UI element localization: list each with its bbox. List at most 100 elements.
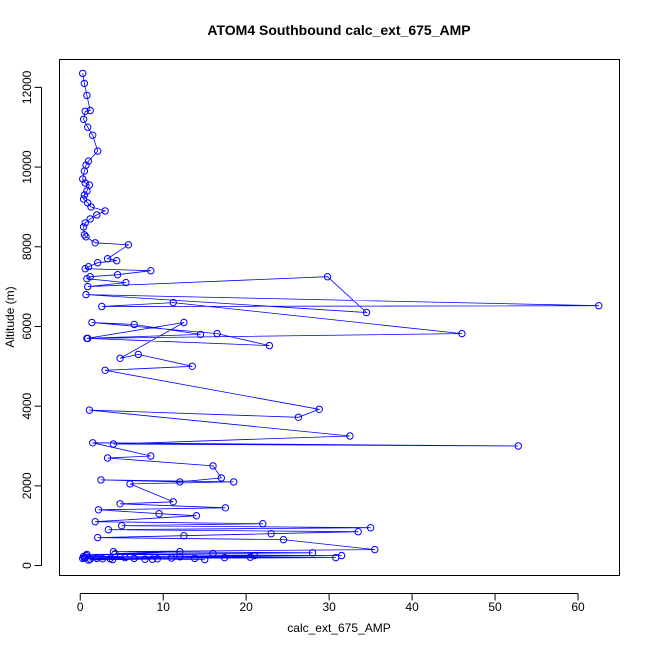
data-point — [209, 549, 217, 558]
y-axis: 0 2000 4000 6000 8000 10000 12000 — [20, 70, 42, 569]
data-point — [86, 106, 94, 115]
x-tick-label: 20 — [239, 600, 253, 614]
data-point — [167, 554, 176, 562]
data-point — [118, 522, 126, 530]
data-point — [98, 555, 107, 563]
data-point — [83, 275, 91, 283]
x-tick-label: 60 — [571, 600, 585, 614]
data-point — [94, 259, 102, 267]
data-point — [97, 476, 105, 484]
x-axis-label: calc_ext_675_AMP — [287, 621, 390, 635]
data-point — [176, 547, 184, 556]
data-point — [82, 551, 90, 560]
plot-frame — [59, 59, 620, 576]
data-point — [220, 553, 229, 562]
data-point — [98, 302, 106, 311]
data-point — [85, 406, 94, 414]
data-point — [111, 549, 119, 558]
data-point — [221, 504, 230, 512]
data-point — [130, 320, 138, 329]
data-point — [294, 413, 303, 421]
data-point — [514, 442, 522, 450]
data-point — [80, 191, 89, 199]
data-point — [259, 520, 267, 528]
data-point — [85, 181, 94, 189]
data-point — [84, 123, 92, 131]
data-point — [180, 318, 188, 327]
data-point — [209, 462, 217, 470]
data-point — [315, 405, 323, 413]
data-point — [366, 524, 375, 532]
data-point — [79, 115, 88, 124]
data-point — [86, 215, 94, 223]
data-point — [116, 500, 124, 508]
data-point — [108, 555, 117, 564]
data-point — [94, 506, 103, 514]
data-point — [196, 330, 205, 339]
data-point — [458, 329, 466, 338]
data-point — [104, 526, 113, 534]
data-point — [81, 107, 89, 116]
data-point — [323, 273, 332, 281]
data-point — [176, 553, 184, 561]
plot-area — [79, 69, 603, 564]
data-point — [180, 532, 188, 540]
y-tick-label: 6000 — [20, 313, 34, 340]
data-point — [230, 478, 238, 486]
data-point — [103, 255, 112, 263]
data-point — [109, 547, 118, 556]
data-point — [279, 535, 288, 544]
data-point — [94, 147, 102, 155]
data-point — [169, 498, 177, 506]
data-point — [116, 354, 124, 362]
y-tick-label: 12000 — [20, 70, 34, 104]
x-tick-label: 50 — [488, 600, 502, 614]
data-point — [265, 341, 274, 350]
data-point — [130, 554, 138, 563]
data-point — [113, 257, 121, 265]
x-tick-label: 40 — [405, 600, 419, 614]
data-point — [141, 555, 149, 563]
data-point — [250, 551, 259, 560]
y-tick-label: 8000 — [20, 233, 34, 260]
data-point — [109, 440, 118, 448]
data-point — [81, 219, 89, 227]
data-point — [82, 290, 90, 299]
data-point — [192, 512, 201, 520]
data-point — [124, 241, 133, 249]
data-point — [84, 282, 92, 291]
data-point — [87, 203, 95, 211]
data-point — [155, 510, 163, 518]
data-point — [246, 553, 255, 561]
data-point — [79, 69, 87, 78]
data-point — [83, 187, 91, 195]
data-point — [267, 530, 275, 538]
data-point — [153, 555, 162, 563]
data-point — [147, 267, 155, 275]
data-point — [81, 179, 89, 187]
series-line — [82, 73, 599, 561]
data-point — [83, 334, 91, 343]
data-point — [82, 233, 90, 241]
data-point — [80, 79, 89, 88]
data-point — [89, 131, 97, 139]
y-tick-label: 10000 — [20, 150, 34, 184]
data-point — [79, 195, 88, 203]
data-point — [86, 555, 94, 563]
data-point — [148, 555, 157, 563]
data-point — [94, 533, 102, 542]
y-tick-label: 2000 — [20, 472, 34, 499]
x-axis: 0 10 20 30 40 50 60 — [77, 593, 585, 614]
data-point — [83, 91, 91, 100]
x-tick-label: 10 — [157, 600, 171, 614]
y-tick-label: 4000 — [20, 392, 34, 419]
data-point — [201, 555, 209, 564]
data-point — [213, 329, 221, 338]
data-point — [91, 518, 99, 526]
data-point — [91, 239, 99, 247]
data-point — [121, 553, 129, 562]
data-point — [79, 223, 88, 231]
data-point — [595, 302, 603, 310]
data-point — [80, 231, 89, 239]
